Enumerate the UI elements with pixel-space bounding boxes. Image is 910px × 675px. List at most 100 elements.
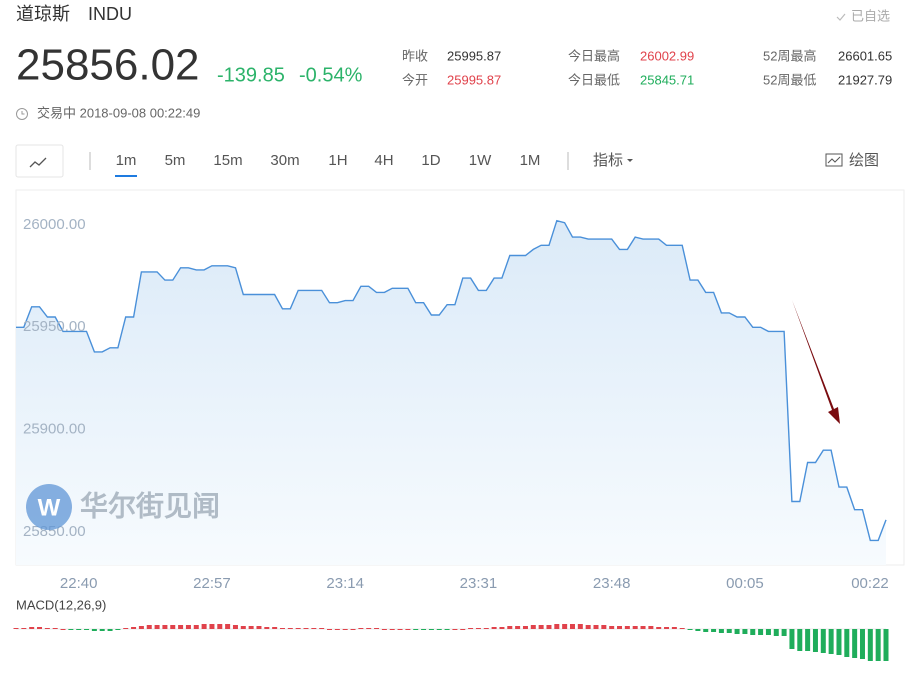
draw-button[interactable]: 绘图 bbox=[849, 152, 879, 169]
macd-bar bbox=[515, 626, 521, 629]
macd-bar bbox=[232, 625, 238, 629]
macd-bar bbox=[805, 629, 811, 651]
check-icon bbox=[836, 13, 846, 21]
macd-bar bbox=[225, 624, 231, 629]
y-tick-label: 26000.00 bbox=[23, 216, 86, 233]
stat-label: 今日最高 bbox=[568, 48, 620, 63]
macd-bar bbox=[609, 626, 615, 629]
interval-tab[interactable]: 15m bbox=[213, 152, 242, 169]
macd-bar bbox=[162, 625, 168, 629]
macd-bar bbox=[554, 624, 560, 629]
macd-bar bbox=[828, 629, 834, 654]
macd-bar bbox=[115, 629, 121, 630]
macd-bar bbox=[311, 628, 317, 629]
caret bbox=[627, 159, 633, 162]
macd-bar bbox=[632, 626, 638, 629]
macd-bar bbox=[327, 629, 333, 630]
x-tick-label: 23:31 bbox=[460, 575, 498, 592]
macd-bar bbox=[507, 626, 513, 629]
macd-bar bbox=[436, 629, 442, 630]
macd-bar bbox=[624, 626, 630, 629]
macd-bar bbox=[303, 628, 309, 629]
change: -139.85 bbox=[217, 64, 285, 86]
macd-bar bbox=[319, 628, 325, 629]
macd-bar bbox=[84, 629, 90, 630]
interval-tab[interactable]: 4H bbox=[374, 152, 393, 169]
macd-bar bbox=[538, 625, 544, 629]
macd-bar bbox=[883, 629, 889, 661]
stat-value: 21927.79 bbox=[838, 72, 892, 87]
macd-bar bbox=[123, 628, 129, 629]
macd-bar bbox=[750, 629, 756, 635]
macd-bar bbox=[342, 629, 348, 630]
macd-bar bbox=[295, 628, 301, 629]
macd-bar bbox=[389, 629, 395, 630]
stat-label: 今开 bbox=[402, 72, 428, 87]
interval-tab[interactable]: 5m bbox=[165, 152, 186, 169]
macd-bar bbox=[44, 628, 50, 629]
y-tick-label: 25900.00 bbox=[23, 421, 86, 438]
macd-bar bbox=[452, 629, 458, 630]
macd-bar bbox=[656, 627, 662, 629]
macd-bar bbox=[812, 629, 818, 652]
macd-bar bbox=[272, 627, 278, 629]
macd-bar bbox=[601, 625, 607, 629]
macd-bar bbox=[138, 626, 144, 629]
watermark-logo bbox=[26, 484, 72, 530]
interval-tab[interactable]: 1W bbox=[469, 152, 492, 169]
watch-button[interactable]: 已自选 bbox=[851, 8, 890, 23]
x-tick-label: 22:57 bbox=[193, 575, 231, 592]
interval-tab[interactable]: 1m bbox=[116, 152, 137, 169]
macd-bar bbox=[875, 629, 881, 661]
macd-bar bbox=[671, 627, 677, 629]
watermark-logo-letter: W bbox=[38, 494, 61, 521]
chart-type-button[interactable] bbox=[15, 144, 64, 178]
macd-bar bbox=[475, 628, 481, 629]
macd-bar bbox=[185, 625, 191, 629]
macd-bar bbox=[758, 629, 764, 635]
stat-label: 52周最低 bbox=[763, 72, 816, 87]
macd-bar bbox=[577, 624, 583, 629]
macd-bar bbox=[522, 626, 528, 629]
macd-bar bbox=[687, 629, 693, 630]
macd-bar bbox=[499, 627, 505, 629]
macd-bar bbox=[836, 629, 842, 655]
macd-bar bbox=[170, 625, 176, 629]
stat-value: 25995.87 bbox=[447, 72, 501, 87]
macd-bar bbox=[287, 628, 293, 629]
macd-bar bbox=[334, 629, 340, 630]
macd-bar bbox=[640, 626, 646, 629]
macd-bar bbox=[617, 626, 623, 629]
active-underline bbox=[115, 175, 137, 177]
macd-bar bbox=[546, 625, 552, 629]
macd-bar bbox=[703, 629, 709, 632]
interval-tab[interactable]: 1M bbox=[520, 152, 541, 169]
macd-bar bbox=[60, 629, 66, 630]
macd-bar bbox=[366, 628, 372, 629]
macd-bar bbox=[279, 628, 285, 629]
x-tick-label: 23:14 bbox=[326, 575, 364, 592]
macd-bar bbox=[99, 629, 105, 631]
indicator-menu[interactable]: 指标 bbox=[593, 152, 623, 169]
macd-bar bbox=[178, 625, 184, 629]
macd-bar bbox=[264, 627, 270, 629]
macd-bar bbox=[146, 625, 152, 629]
macd-bar bbox=[468, 628, 474, 629]
stats: 昨收 25995.87 今开 25995.87 今日最高 26002.99 今日最低 2584… bbox=[402, 48, 892, 87]
interval-tab[interactable]: 30m bbox=[270, 152, 299, 169]
macd-bar bbox=[193, 625, 199, 629]
macd-bar bbox=[107, 629, 113, 631]
macd-bar bbox=[852, 629, 858, 658]
draw-icon bbox=[825, 153, 843, 167]
macd-bar bbox=[381, 629, 387, 630]
price-line bbox=[16, 219, 887, 542]
interval-tab[interactable]: 1H bbox=[328, 152, 347, 169]
macd-bar bbox=[52, 628, 58, 629]
interval-tab[interactable]: 1D bbox=[421, 152, 440, 169]
macd-bar bbox=[428, 629, 434, 630]
macd-bar bbox=[742, 629, 748, 634]
macd-bar bbox=[797, 629, 803, 651]
area bbox=[16, 220, 886, 565]
macd-bar bbox=[201, 624, 207, 629]
